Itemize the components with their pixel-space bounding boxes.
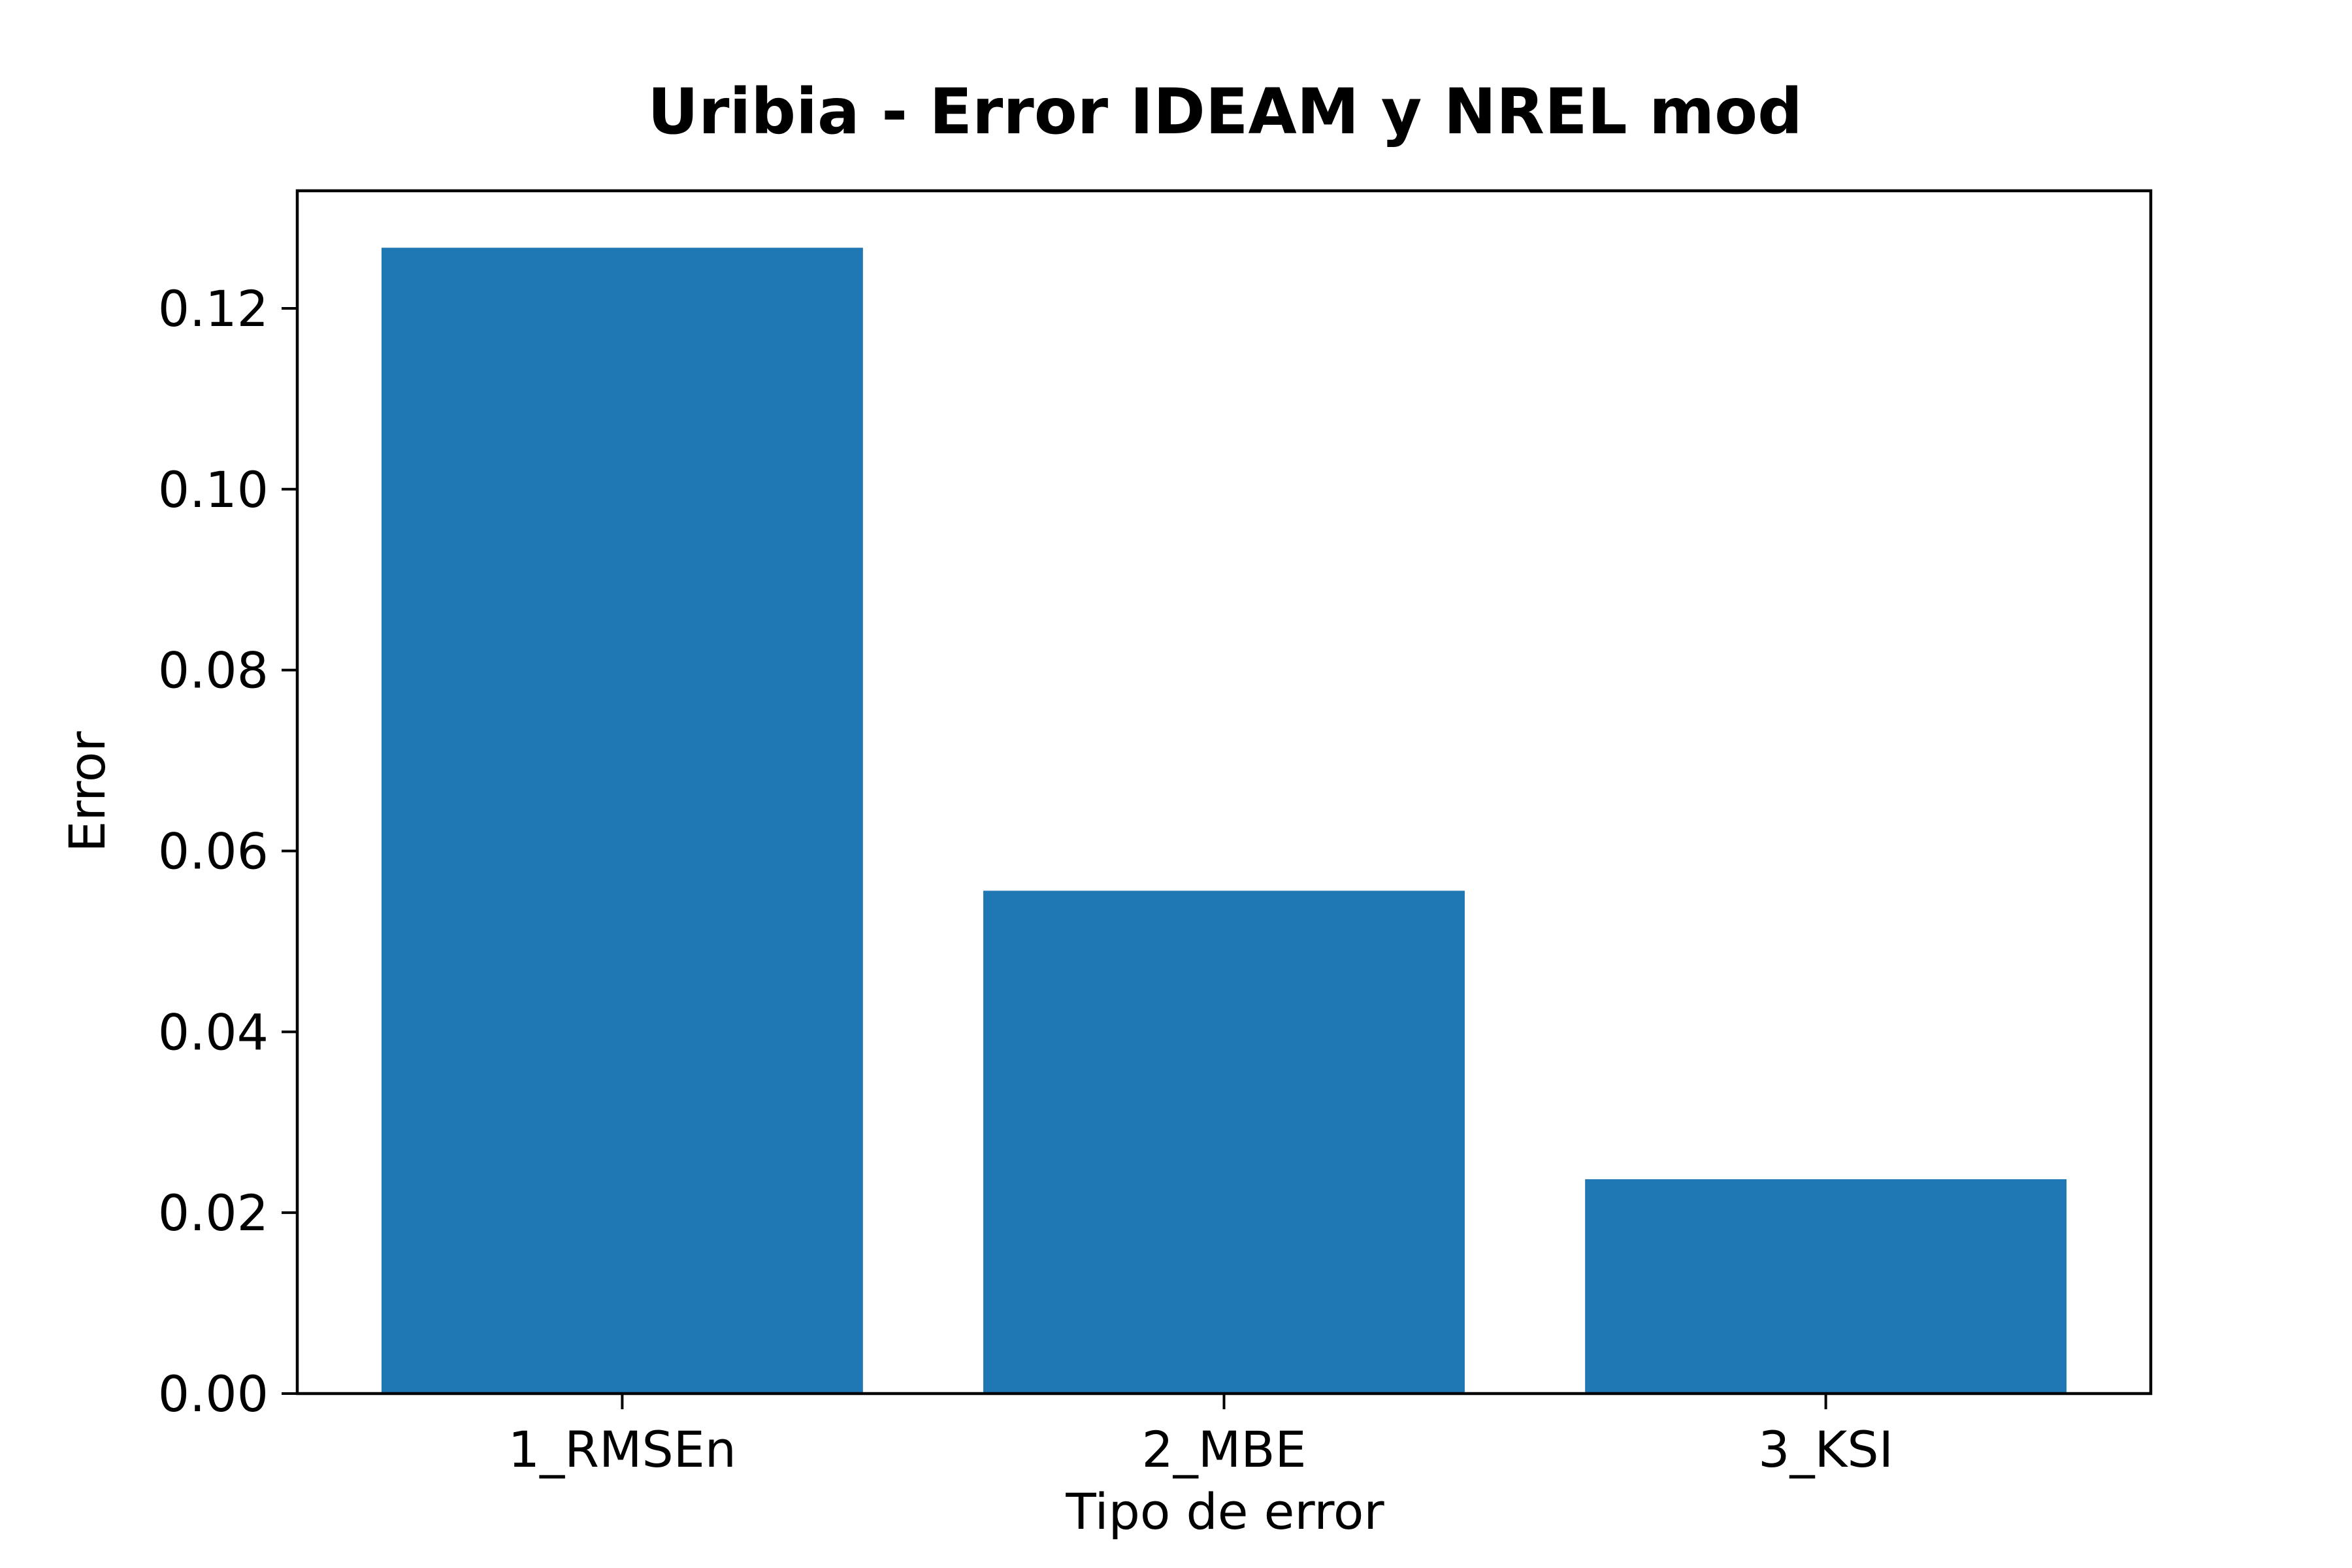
y-tick-label: 0.02 xyxy=(158,1184,269,1242)
y-tick-label: 0.10 xyxy=(158,461,269,519)
x-axis-label: Tipo de error xyxy=(1065,1482,1384,1541)
y-tick-label: 0.04 xyxy=(158,1003,269,1061)
x-tick-label: 2_MBE xyxy=(1141,1420,1306,1478)
bars-layer xyxy=(381,248,2067,1394)
y-tick-label: 0.00 xyxy=(158,1365,269,1423)
x-tick-label: 1_RMSEn xyxy=(508,1420,736,1478)
x-tick-label: 3_KSI xyxy=(1758,1420,1893,1478)
bar-3-ksi xyxy=(1585,1179,2067,1394)
y-tick-label: 0.12 xyxy=(158,280,269,338)
bar-1-rmsen xyxy=(381,248,863,1394)
y-axis-ticks: 0.00 0.02 0.04 0.06 0.08 0.10 0.12 xyxy=(158,280,297,1423)
x-axis-ticks: 1_RMSEn 2_MBE 3_KSI xyxy=(508,1394,1893,1478)
y-axis-label: Error xyxy=(58,731,116,853)
y-tick-label: 0.06 xyxy=(158,822,269,880)
chart-title: Uribia - Error IDEAM y NREL mod xyxy=(647,75,1803,148)
bar-2-mbe xyxy=(983,890,1465,1394)
y-tick-label: 0.08 xyxy=(158,642,269,700)
plot-area-frame xyxy=(295,189,2153,1396)
